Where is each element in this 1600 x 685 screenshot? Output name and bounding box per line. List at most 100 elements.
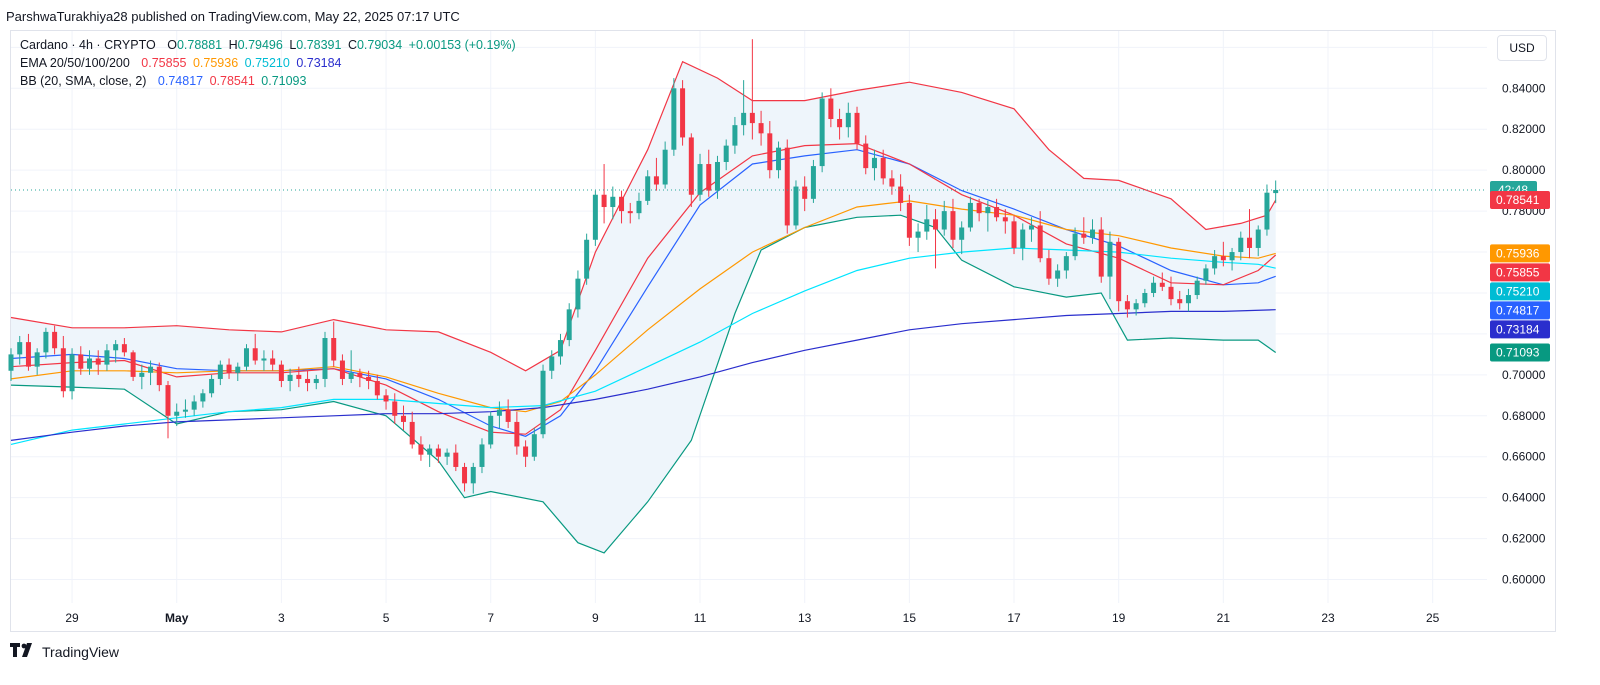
chart-frame bbox=[10, 30, 1556, 632]
candle-body bbox=[906, 202, 912, 238]
close-value: 0.79034 bbox=[356, 38, 403, 52]
candle-body bbox=[845, 112, 851, 128]
candle-body bbox=[732, 125, 738, 146]
x-tick-label: 19 bbox=[1112, 611, 1126, 625]
candle-body bbox=[784, 147, 790, 226]
change-value: +0.00153 (+0.19%) bbox=[408, 38, 516, 52]
candle-body bbox=[1072, 233, 1078, 257]
ema20-price-badge bbox=[1490, 263, 1550, 282]
bb-label[interactable]: BB (20, SMA, close, 2) bbox=[20, 74, 147, 88]
x-tick-label: 17 bbox=[1007, 611, 1021, 625]
bollinger-band-fill bbox=[11, 61, 1276, 553]
bb-lower-line bbox=[10, 214, 1277, 554]
candle-body bbox=[261, 358, 267, 361]
candle-body bbox=[52, 331, 58, 349]
bb-upper-line bbox=[10, 60, 1277, 372]
ema-label[interactable]: EMA 20/50/100/200 bbox=[20, 56, 130, 70]
candle-body bbox=[69, 354, 75, 392]
candle-body bbox=[322, 338, 328, 379]
candle-body bbox=[1264, 192, 1270, 230]
currency-button[interactable]: USD bbox=[1497, 35, 1547, 61]
tradingview-brand[interactable]: TradingView bbox=[10, 643, 119, 661]
candle-body bbox=[1107, 241, 1113, 277]
x-tick-label: 7 bbox=[487, 611, 494, 625]
legend-ohlc-row: Cardano · 4h · CRYPTO O0.78881 H0.79496 … bbox=[20, 38, 519, 52]
candle-body bbox=[706, 164, 712, 191]
ema100-value: 0.75210 bbox=[244, 56, 290, 70]
candle-body bbox=[671, 88, 677, 150]
candle-body bbox=[25, 342, 31, 367]
candle-body bbox=[462, 466, 468, 484]
candle-body bbox=[863, 143, 869, 169]
candle-body bbox=[950, 211, 956, 240]
candle-body bbox=[95, 358, 101, 365]
candle-body bbox=[418, 444, 424, 455]
candle-body bbox=[270, 358, 276, 365]
y-tick-label: 0.62000 bbox=[1502, 532, 1546, 546]
candle-body bbox=[226, 364, 232, 373]
low-label: L bbox=[289, 38, 297, 52]
candle-body bbox=[933, 219, 939, 230]
candle-body bbox=[113, 344, 119, 351]
candle-body bbox=[627, 211, 633, 214]
ema200-value: 0.73184 bbox=[296, 56, 342, 70]
candle-body bbox=[313, 378, 319, 384]
candle-body bbox=[1229, 252, 1235, 261]
candle-body bbox=[496, 409, 502, 416]
candle-body bbox=[1142, 292, 1148, 304]
x-tick-label: 29 bbox=[65, 611, 79, 625]
candle-body bbox=[645, 176, 651, 201]
candle-body bbox=[898, 186, 904, 203]
candle-body bbox=[592, 194, 598, 240]
bb-upper-value: 0.78541 bbox=[209, 74, 255, 88]
candle-body bbox=[392, 401, 398, 416]
bb_upper-price-badge bbox=[1490, 191, 1550, 210]
candle-body bbox=[104, 350, 110, 365]
candle-body bbox=[8, 354, 14, 371]
candle-body bbox=[889, 178, 895, 187]
candle-body bbox=[915, 231, 921, 238]
candle-body bbox=[776, 147, 782, 171]
candle-body bbox=[409, 421, 415, 445]
candle-body bbox=[278, 364, 284, 381]
ema100-price-badge bbox=[1490, 282, 1550, 301]
candle-body bbox=[435, 448, 441, 457]
symbol-label[interactable]: Cardano · 4h · CRYPTO bbox=[20, 38, 156, 52]
candle-body bbox=[43, 331, 49, 353]
candle-body bbox=[296, 374, 302, 379]
candle-body bbox=[549, 356, 555, 371]
candle-body bbox=[697, 164, 703, 195]
candle-body bbox=[575, 278, 581, 310]
candle-body bbox=[357, 372, 363, 377]
candle-body bbox=[148, 366, 154, 373]
candle-body bbox=[1212, 256, 1218, 269]
bb_lower-price-label: 0.71093 bbox=[1496, 345, 1540, 359]
candle-body bbox=[235, 366, 241, 373]
y-tick-label: 0.68000 bbox=[1502, 409, 1546, 423]
candle-body bbox=[174, 411, 180, 416]
candle-body bbox=[1255, 229, 1261, 248]
candle-body bbox=[601, 194, 607, 208]
candle-body bbox=[427, 448, 433, 455]
candle-body bbox=[1159, 282, 1165, 287]
candle-body bbox=[1203, 268, 1209, 281]
y-tick-label: 0.60000 bbox=[1502, 573, 1546, 587]
ema200-price-badge bbox=[1490, 320, 1550, 339]
candle-body bbox=[653, 176, 659, 185]
ema50-value: 0.75936 bbox=[192, 56, 239, 70]
candle-body bbox=[1220, 256, 1226, 261]
x-tick-label: 13 bbox=[798, 611, 812, 625]
candle-body bbox=[1168, 286, 1174, 300]
candle-body bbox=[767, 133, 773, 171]
candle-body bbox=[1116, 241, 1122, 302]
x-tick-label: 11 bbox=[694, 611, 707, 625]
candle-body bbox=[819, 98, 825, 167]
candle-body bbox=[1238, 237, 1244, 253]
candle-body bbox=[17, 342, 23, 355]
candle-body bbox=[1081, 233, 1087, 238]
y-tick-label: 0.64000 bbox=[1502, 491, 1546, 505]
bb_upper-price-label: 0.78541 bbox=[1496, 193, 1540, 207]
candle-body bbox=[802, 186, 808, 199]
x-tick-label: 25 bbox=[1426, 611, 1440, 625]
